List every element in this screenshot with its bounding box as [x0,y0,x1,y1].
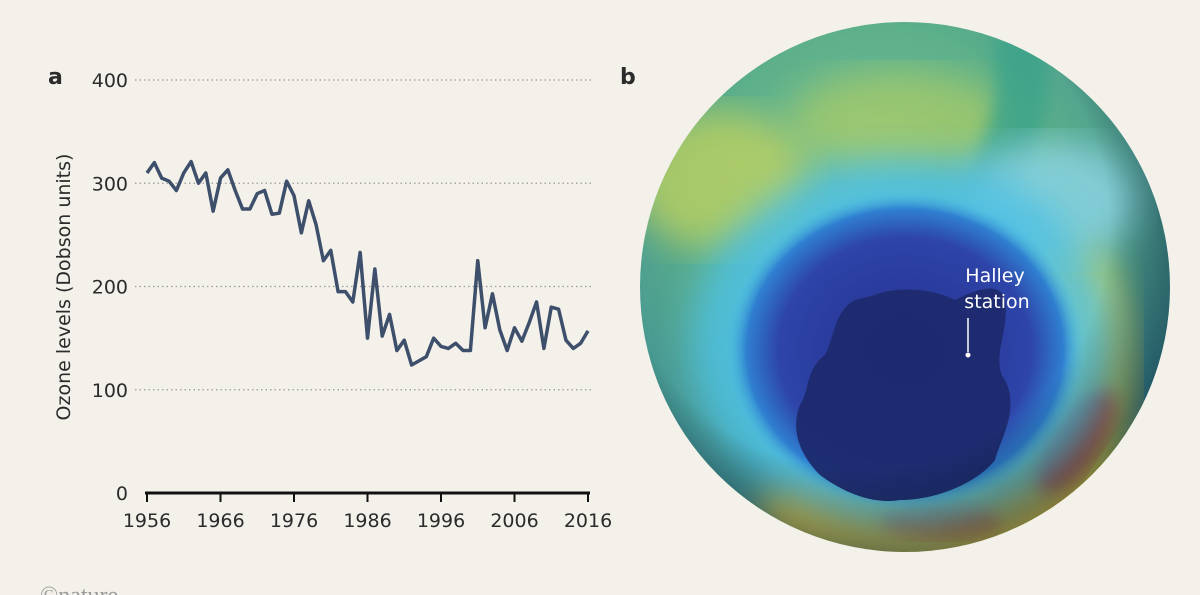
credit: ©nature [40,583,118,595]
station-marker [965,352,971,358]
x-tick-label: 1986 [343,510,391,532]
y-axis-label: Ozone levels (Dobson units) [53,154,75,421]
panel-label: b [620,65,636,90]
annotation: Halley [965,265,1024,287]
x-tick-label: 1996 [417,510,465,532]
y-tick-label: 300 [92,173,128,195]
x-tick-label: 2016 [564,510,612,532]
y-tick-label: 100 [92,380,128,402]
panel-label: a [48,65,63,90]
ozone-line [145,159,590,367]
annotation: station [964,291,1029,313]
y-tick-label: 0 [116,483,128,505]
y-tick-label: 200 [92,277,128,299]
x-tick-label: 2006 [490,510,538,532]
x-tick-label: 1966 [196,510,244,532]
x-tick-label: 1976 [270,510,318,532]
x-tick-label: 1956 [123,510,171,532]
globe: Halley station [640,22,1170,552]
y-tick-label: 400 [92,70,128,92]
